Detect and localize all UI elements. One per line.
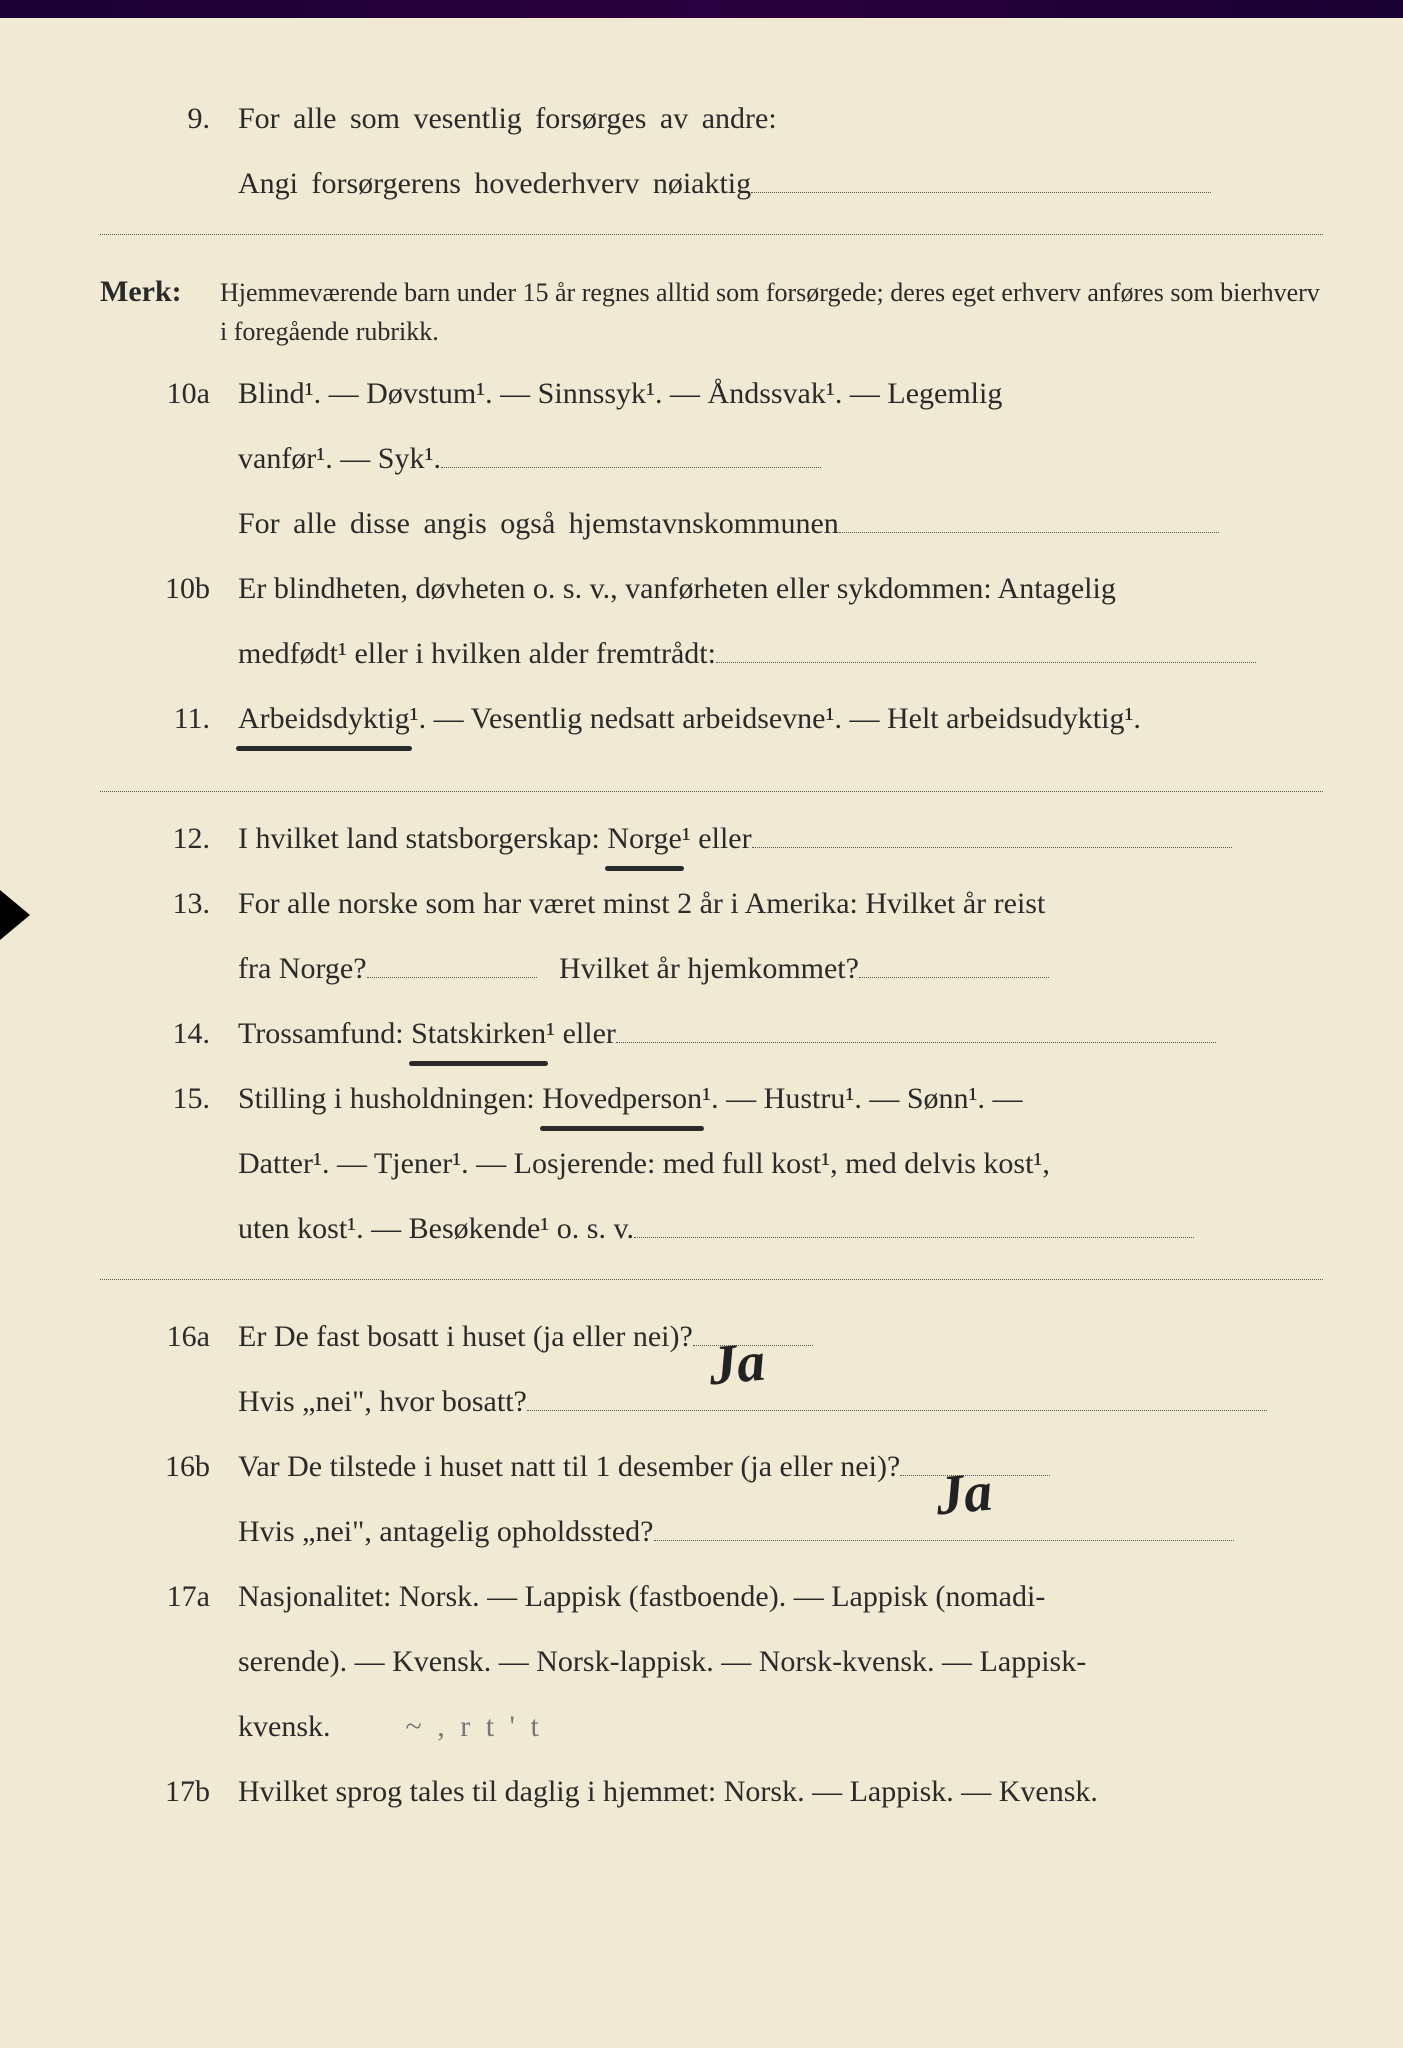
q16b-text1: Var De tilstede i huset natt til 1 desem… [238, 1438, 1323, 1495]
q11-row: 11. Arbeidsdyktig¹. — Vesentlig nedsatt … [100, 690, 1323, 747]
q12-text: I hvilket land statsborgerskap: Norge¹ e… [238, 810, 1323, 867]
q17a-row3: kvensk. ~ , r t ' t [100, 1698, 1323, 1755]
q10a-text2: vanfør¹. — Syk¹. [238, 430, 1323, 487]
q16b-number: 16b [100, 1438, 238, 1495]
q12-number: 12. [100, 810, 238, 867]
merk-row: Merk: Hjemmeværende barn under 15 år reg… [100, 263, 1323, 351]
q9-row1: 9. For alle som vesentlig forsørges av a… [100, 90, 1323, 147]
q16a-handwriting: Ja [704, 1309, 769, 1420]
divider-2 [100, 1279, 1323, 1280]
merk-text: Hjemmeværende barn under 15 år regnes al… [220, 273, 1323, 351]
q16a-fill2[interactable] [527, 1410, 1267, 1411]
q10a-fill1[interactable] [441, 467, 821, 468]
q15-row1: 15. Stilling i husholdningen: Hovedperso… [100, 1070, 1323, 1127]
q10b-text2: medfødt¹ eller i hvilken alder fremtrådt… [238, 625, 1323, 682]
q10a-row2: vanfør¹. — Syk¹. [100, 430, 1323, 487]
q15-row3: uten kost¹. — Besøkende¹ o. s. v. [100, 1200, 1323, 1257]
q9-text2: Angi forsørgerens hovederhverv nøiaktig [238, 155, 1323, 212]
q11-text: Arbeidsdyktig¹. — Vesentlig nedsatt arbe… [238, 690, 1323, 747]
q13-text2: fra Norge? Hvilket år hjemkommet? [238, 940, 1323, 997]
q17a-text2: serende). — Kvensk. — Norsk-lappisk. — N… [238, 1633, 1323, 1690]
q10b-fill[interactable] [716, 662, 1256, 663]
q10a-text1: Blind¹. — Døvstum¹. — Sinnssyk¹. — Åndss… [238, 365, 1323, 422]
q10b-row1: 10b Er blindheten, døvheten o. s. v., va… [100, 560, 1323, 617]
q13-number: 13. [100, 875, 238, 932]
q17b-number: 17b [100, 1763, 238, 1820]
q14-row: 14. Trossamfund: Statskirken¹ eller [100, 1005, 1323, 1062]
q13-row2: fra Norge? Hvilket år hjemkommet? [100, 940, 1323, 997]
q16a-number: 16a [100, 1308, 238, 1365]
q16a-fill1[interactable]: Ja [693, 1345, 813, 1346]
q16a-row1: 16a Er De fast bosatt i huset (ja eller … [100, 1308, 1323, 1365]
q16b-row1: 16b Var De tilstede i huset natt til 1 d… [100, 1438, 1323, 1495]
census-form-page: 9. For alle som vesentlig forsørges av a… [0, 0, 1403, 2048]
q10a-row3: For alle disse angis også hjemstavnskomm… [100, 495, 1323, 552]
smudge-marks: ~ , r t ' t [406, 1710, 543, 1743]
q11-fill[interactable] [100, 755, 1323, 792]
q17b-text: Hvilket sprog tales til daglig i hjemmet… [238, 1763, 1323, 1820]
q9-fill[interactable] [751, 192, 1211, 193]
divider-1 [100, 234, 1323, 235]
film-edge [0, 0, 1403, 18]
merk-label: Merk: [100, 263, 220, 320]
q9-text1: For alle som vesentlig forsørges av andr… [238, 90, 1323, 147]
q13-row1: 13. For alle norske som har været minst … [100, 875, 1323, 932]
q13-text1: For alle norske som har været minst 2 år… [238, 875, 1323, 932]
q16b-handwriting: Ja [932, 1439, 997, 1550]
q15-text3: uten kost¹. — Besøkende¹ o. s. v. [238, 1200, 1323, 1257]
q10a-number: 10a [100, 365, 238, 422]
q11-underlined: Arbeidsdyktig [238, 690, 410, 747]
q14-fill[interactable] [616, 1042, 1216, 1043]
q10a-fill2[interactable] [839, 532, 1219, 533]
q15-row2: Datter¹. — Tjener¹. — Losjerende: med fu… [100, 1135, 1323, 1192]
q17a-row2: serende). — Kvensk. — Norsk-lappisk. — N… [100, 1633, 1323, 1690]
q15-text2: Datter¹. — Tjener¹. — Losjerende: med fu… [238, 1135, 1323, 1192]
q14-number: 14. [100, 1005, 238, 1062]
q16b-text2: Hvis „nei", antagelig opholdssted? [238, 1503, 1323, 1560]
q15-fill[interactable] [634, 1237, 1194, 1238]
q17a-row1: 17a Nasjonalitet: Norsk. — Lappisk (fast… [100, 1568, 1323, 1625]
q13-fill1[interactable] [367, 977, 537, 978]
q14-underlined: Statskirken [411, 1005, 546, 1062]
q12-fill[interactable] [752, 847, 1232, 848]
q16b-fill1[interactable]: Ja [900, 1475, 1050, 1476]
q15-underlined: Hovedperson [542, 1070, 702, 1127]
q9-row2: Angi forsørgerens hovederhverv nøiaktig [100, 155, 1323, 212]
q11-number: 11. [100, 690, 238, 747]
q17a-number: 17a [100, 1568, 238, 1625]
q12-row: 12. I hvilket land statsborgerskap: Norg… [100, 810, 1323, 867]
q17a-text1: Nasjonalitet: Norsk. — Lappisk (fastboen… [238, 1568, 1323, 1625]
q12-underlined: Norge [607, 810, 681, 867]
q10b-text1: Er blindheten, døvheten o. s. v., vanfør… [238, 560, 1323, 617]
q14-text: Trossamfund: Statskirken¹ eller [238, 1005, 1323, 1062]
q10b-number: 10b [100, 560, 238, 617]
q10a-text3: For alle disse angis også hjemstavnskomm… [238, 495, 1323, 552]
q17b-row: 17b Hvilket sprog tales til daglig i hje… [100, 1763, 1323, 1820]
q10a-row1: 10a Blind¹. — Døvstum¹. — Sinnssyk¹. — Å… [100, 365, 1323, 422]
q13-fill2[interactable] [859, 977, 1049, 978]
page-notch [0, 890, 30, 940]
q15-number: 15. [100, 1070, 238, 1127]
q16a-text2: Hvis „nei", hvor bosatt? [238, 1373, 1323, 1430]
q16a-text1: Er De fast bosatt i huset (ja eller nei)… [238, 1308, 1323, 1365]
q16b-row2: Hvis „nei", antagelig opholdssted? [100, 1503, 1323, 1560]
q17a-text3: kvensk. ~ , r t ' t [238, 1698, 1323, 1755]
q15-text1: Stilling i husholdningen: Hovedperson¹. … [238, 1070, 1323, 1127]
q10b-row2: medfødt¹ eller i hvilken alder fremtrådt… [100, 625, 1323, 682]
q9-number: 9. [100, 90, 238, 147]
